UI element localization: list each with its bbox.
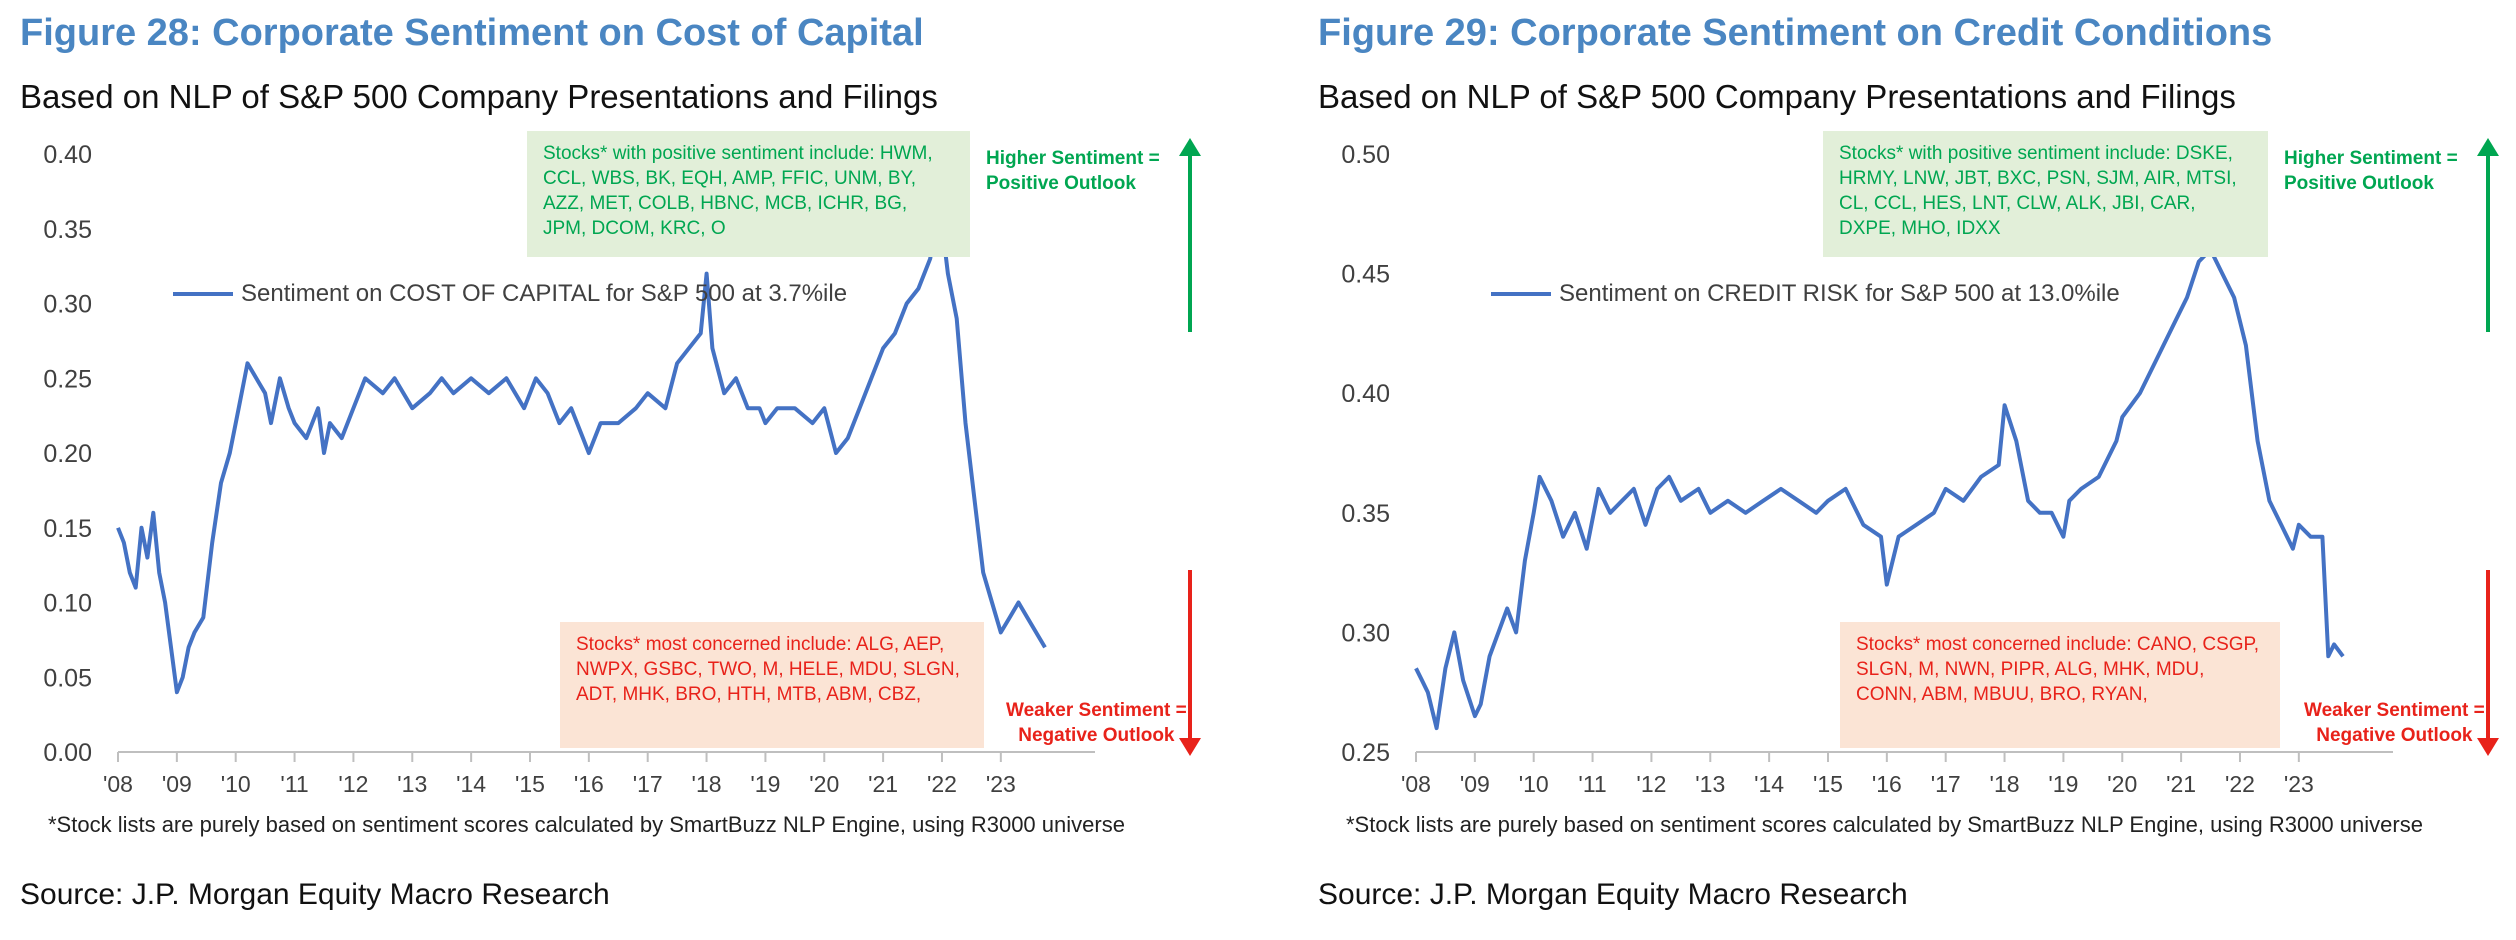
- x-tick-label: '12: [1636, 771, 1666, 797]
- x-tick-label: '16: [1872, 771, 1902, 797]
- higher-sentiment-line-1: Higher Sentiment =: [986, 148, 1160, 169]
- chart-legend: Sentiment on COST OF CAPITAL for S&P 500…: [173, 280, 847, 308]
- weaker-sentiment-line-1: Weaker Sentiment =: [2304, 700, 2485, 721]
- x-tick-label: '13: [1695, 771, 1725, 797]
- chart-panel-cost-of-capital: Figure 28: Corporate Sentiment on Cost o…: [0, 0, 1250, 940]
- up-arrow-head-icon: [1179, 138, 1201, 156]
- x-tick-label: '11: [1578, 771, 1606, 797]
- footnote: *Stock lists are purely based on sentime…: [1346, 812, 2423, 837]
- higher-sentiment-line-1: Higher Sentiment =: [2284, 148, 2458, 169]
- y-tick-label: 0.45: [1341, 261, 1390, 289]
- x-tick-label: '18: [1990, 771, 2020, 797]
- legend-label: Sentiment on COST OF CAPITAL for S&P 500…: [241, 280, 848, 307]
- footnote: *Stock lists are purely based on sentime…: [48, 812, 1125, 837]
- x-tick-label: '14: [456, 771, 486, 797]
- figure-title: Figure 28: Corporate Sentiment on Cost o…: [20, 12, 924, 54]
- higher-sentiment-label: Higher Sentiment = Positive Outlook: [986, 146, 1160, 196]
- x-tick-label: '12: [338, 771, 368, 797]
- higher-sentiment-label: Higher Sentiment = Positive Outlook: [2284, 146, 2458, 196]
- x-tick-label: '13: [397, 771, 427, 797]
- x-tick-label: '09: [1460, 771, 1490, 797]
- y-tick-label: 0.50: [1341, 141, 1390, 169]
- line-chart: 0.00 0.05 0.10 0.15 0.20 0.25 0.30 0.35 0.40 '08 '…: [43, 138, 1201, 797]
- down-arrow-head-icon: [2477, 738, 2499, 756]
- x-tick-label: '20: [809, 771, 839, 797]
- figure-title: Figure 29: Corporate Sentiment on Credit…: [1318, 12, 2273, 54]
- y-tick-label: 0.40: [1341, 380, 1390, 408]
- positive-stocks-box: Stocks* with positive sentiment include:…: [527, 131, 970, 257]
- y-tick-label: 0.10: [43, 590, 92, 618]
- chart-panel-credit-conditions: Figure 29: Corporate Sentiment on Credit…: [1298, 0, 2516, 940]
- higher-sentiment-line-2: Positive Outlook: [986, 173, 1136, 194]
- y-tick-label: 0.15: [43, 515, 92, 543]
- x-tick-label: '18: [692, 771, 722, 797]
- x-tick-label: '11: [280, 771, 308, 797]
- source-note: Source: J.P. Morgan Equity Macro Researc…: [20, 878, 610, 911]
- x-tick-label: '08: [1401, 771, 1431, 797]
- y-tick-label: 0.35: [1341, 500, 1390, 528]
- weaker-sentiment-label: Weaker Sentiment = Negative Outlook: [2304, 698, 2485, 748]
- x-tick-label: '09: [162, 771, 192, 797]
- positive-stocks-box: Stocks* with positive sentiment include:…: [1823, 131, 2268, 257]
- x-tick-label: '23: [986, 771, 1016, 797]
- x-tick-label: '17: [633, 771, 663, 797]
- x-tick-label: '21: [2166, 771, 2196, 797]
- x-tick-label: '15: [515, 771, 545, 797]
- series-line: [116, 196, 1047, 695]
- weaker-sentiment-line-2: Negative Outlook: [1018, 725, 1175, 746]
- y-tick-label: 0.05: [43, 664, 92, 692]
- up-arrow-head-icon: [2477, 138, 2499, 156]
- x-tick-label: '22: [927, 771, 957, 797]
- x-tick-label: '19: [750, 771, 780, 797]
- legend-label: Sentiment on CREDIT RISK for S&P 500 at …: [1559, 280, 2120, 307]
- negative-stocks-box: Stocks* most concerned include: CANO, CS…: [1840, 622, 2280, 748]
- x-tick-label: '19: [2048, 771, 2078, 797]
- x-tick-label: '17: [1931, 771, 1961, 797]
- figure-subtitle: Based on NLP of S&P 500 Company Presenta…: [20, 78, 938, 115]
- negative-stocks-box: Stocks* most concerned include: ALG, AEP…: [560, 622, 984, 748]
- weaker-sentiment-line-1: Weaker Sentiment =: [1006, 700, 1187, 721]
- weaker-sentiment-label: Weaker Sentiment = Negative Outlook: [1006, 698, 1187, 748]
- x-tick-label: '20: [2107, 771, 2137, 797]
- down-arrow-head-icon: [1179, 738, 1201, 756]
- x-tick-label: '16: [574, 771, 604, 797]
- y-tick-label: 0.25: [1341, 739, 1390, 767]
- higher-sentiment-line-2: Positive Outlook: [2284, 173, 2434, 194]
- y-tick-label: 0.25: [43, 365, 92, 393]
- y-tick-label: 0.30: [1341, 619, 1390, 647]
- y-tick-label: 0.20: [43, 440, 92, 468]
- x-tick-label: '10: [1519, 771, 1549, 797]
- x-tick-label: '14: [1754, 771, 1784, 797]
- x-tick-label: '21: [868, 771, 898, 797]
- source-note: Source: J.P. Morgan Equity Macro Researc…: [1318, 878, 1908, 911]
- x-tick-label: '08: [103, 771, 133, 797]
- legend-swatch: [1491, 292, 1551, 296]
- x-tick-label: '22: [2225, 771, 2255, 797]
- figure-subtitle: Based on NLP of S&P 500 Company Presenta…: [1318, 78, 2236, 115]
- line-chart: 0.25 0.30 0.35 0.40 0.45 0.50 '08 '09 '10 '11 '12 '…: [1341, 138, 2499, 797]
- x-tick-label: '23: [2284, 771, 2314, 797]
- y-tick-label: 0.40: [43, 141, 92, 169]
- weaker-sentiment-line-2: Negative Outlook: [2316, 725, 2473, 746]
- y-tick-label: 0.00: [43, 739, 92, 767]
- chart-legend: Sentiment on CREDIT RISK for S&P 500 at …: [1491, 280, 2120, 308]
- y-tick-label: 0.35: [43, 216, 92, 244]
- y-tick-label: 0.30: [43, 291, 92, 319]
- legend-swatch: [173, 292, 233, 296]
- x-tick-label: '15: [1813, 771, 1843, 797]
- x-tick-label: '10: [221, 771, 251, 797]
